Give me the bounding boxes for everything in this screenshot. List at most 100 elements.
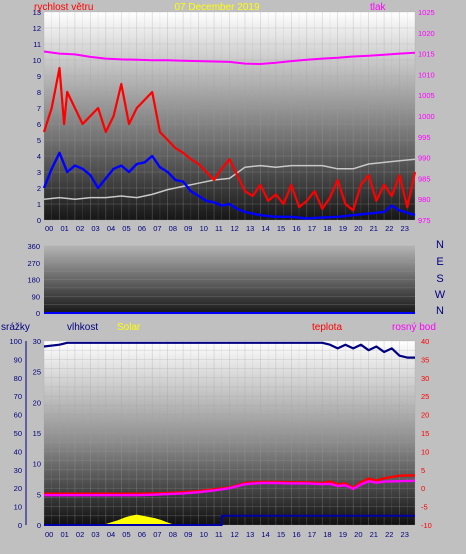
wind-speed-tick: 0 <box>37 216 41 225</box>
humidity-tick: 40 <box>14 447 22 456</box>
pressure-tick: 1010 <box>418 70 435 79</box>
bottom-plot-x-tick: 06 <box>138 530 146 539</box>
humidity-tick: 90 <box>14 355 22 364</box>
temperature-tick: 40 <box>421 337 429 346</box>
top-plot-x-tick: 20 <box>354 224 362 233</box>
precipitation-tick: 5 <box>37 490 41 499</box>
temperature-tick: -10 <box>421 521 432 530</box>
temperature-axis-title: teplota <box>312 322 342 333</box>
compass-label-n-top: N <box>436 239 444 251</box>
bottom-plot-x-tick: 11 <box>215 530 223 539</box>
bottom-plot-x-tick: 16 <box>292 530 300 539</box>
tick-labels: 0123456789101112139759809859909951000100… <box>9 8 434 539</box>
humidity-tick: 80 <box>14 374 22 383</box>
wind-speed-tick: 11 <box>33 40 41 49</box>
pressure-tick: 990 <box>418 154 431 163</box>
bottom-plot-x-tick: 18 <box>323 530 331 539</box>
temperature-tick: 30 <box>421 374 429 383</box>
wind-direction-tick: 180 <box>27 276 40 285</box>
humidity-tick: 20 <box>14 484 22 493</box>
pressure-line <box>43 50 416 65</box>
wind-speed-tick: 2 <box>37 184 41 193</box>
pressure-tick: 1000 <box>418 112 435 121</box>
bottom-plot-x-tick: 13 <box>246 530 254 539</box>
dew-point-line <box>44 479 416 497</box>
precipitation-tick: 15 <box>33 429 41 438</box>
top-plot-x-tick: 01 <box>60 224 68 233</box>
top-plot-x-tick: 18 <box>323 224 331 233</box>
top-plot-x-tick: 08 <box>169 224 177 233</box>
wind-direction-plot-background <box>44 246 415 313</box>
wind-speed-tick: 13 <box>33 8 41 17</box>
compass-label-n-bottom: N <box>436 305 444 317</box>
bottom-plot-x-tick: 17 <box>308 530 316 539</box>
temperature-line <box>43 158 416 200</box>
wind-speed-tick: 7 <box>37 104 41 113</box>
humidity-tick: 50 <box>14 429 22 438</box>
bottom-plot-x-tick: 01 <box>60 530 68 539</box>
humidity-tick: 100 <box>9 337 22 346</box>
top-plot-x-tick: 05 <box>122 224 130 233</box>
top-plot-x-tick: 17 <box>308 224 316 233</box>
humidity-line <box>43 341 415 359</box>
pressure-tick: 980 <box>418 195 431 204</box>
precipitation-tick: 10 <box>33 460 41 469</box>
top-plot-x-tick: 07 <box>153 224 161 233</box>
top-plot-x-tick: 04 <box>107 224 115 233</box>
bottom-plot-x-tick: 07 <box>153 530 161 539</box>
wind-speed-tick: 6 <box>37 120 41 129</box>
wind-direction-tick: 360 <box>27 242 40 251</box>
temperature-tick: 0 <box>421 484 425 493</box>
top-plot-background <box>44 12 415 220</box>
wind-speed-tick: 3 <box>37 168 41 177</box>
top-plot-x-tick: 15 <box>277 224 285 233</box>
bottom-plot-x-tick: 10 <box>200 530 208 539</box>
humidity-tick: 10 <box>14 503 22 512</box>
pressure-tick: 1020 <box>418 29 435 38</box>
top-plot-x-tick: 19 <box>339 224 347 233</box>
top-plot-x-tick: 00 <box>45 224 53 233</box>
temperature-tick: 15 <box>421 429 429 438</box>
precipitation-tick: 30 <box>33 337 41 346</box>
grid-lines <box>25 11 416 526</box>
wind-speed-tick: 12 <box>33 24 41 33</box>
top-plot-x-tick: 13 <box>246 224 254 233</box>
top-plot-x-tick: 23 <box>401 224 409 233</box>
wind-gust-line <box>42 66 417 212</box>
bottom-plot-x-tick: 05 <box>122 530 130 539</box>
bottom-plot-x-tick: 22 <box>385 530 393 539</box>
precipitation-tick: 0 <box>37 521 41 530</box>
precipitation-axis-title: srážky <box>1 322 30 333</box>
humidity-axis-title: vlhkost <box>67 322 98 333</box>
humidity-tick: 70 <box>14 392 22 401</box>
temperature-tick: 20 <box>421 411 429 420</box>
wind-speed-tick: 1 <box>37 200 41 209</box>
top-plot-x-tick: 11 <box>215 224 223 233</box>
pressure-tick: 1025 <box>418 8 435 17</box>
humidity-tick: 30 <box>14 466 22 475</box>
wind-speed-axis-title: rychlost větru <box>34 2 93 13</box>
top-plot-x-tick: 09 <box>184 224 192 233</box>
top-plot-x-tick: 12 <box>231 224 239 233</box>
compass-label-w: E <box>436 256 443 268</box>
bottom-plot-x-tick: 00 <box>45 530 53 539</box>
pressure-axis-title: tlak <box>370 2 387 13</box>
precipitation-tick: 20 <box>33 398 41 407</box>
wind-direction-tick: 0 <box>36 309 40 318</box>
precipitation-line <box>44 514 415 526</box>
wind-speed-tick: 8 <box>37 88 41 97</box>
bottom-plot-x-tick: 15 <box>277 530 285 539</box>
top-plot-x-tick: 10 <box>200 224 208 233</box>
temperature-tick: -5 <box>421 503 428 512</box>
pressure-tick: 1015 <box>418 50 435 59</box>
humidity-tick: 60 <box>14 411 22 420</box>
bottom-plot-x-tick: 09 <box>184 530 192 539</box>
top-plot-x-tick: 16 <box>292 224 300 233</box>
wind-speed-tick: 9 <box>37 72 41 81</box>
temperature-tick: 35 <box>421 355 429 364</box>
temperature-tick: 10 <box>421 447 429 456</box>
compass-label-s: S <box>436 273 443 285</box>
top-plot-x-tick: 06 <box>138 224 146 233</box>
